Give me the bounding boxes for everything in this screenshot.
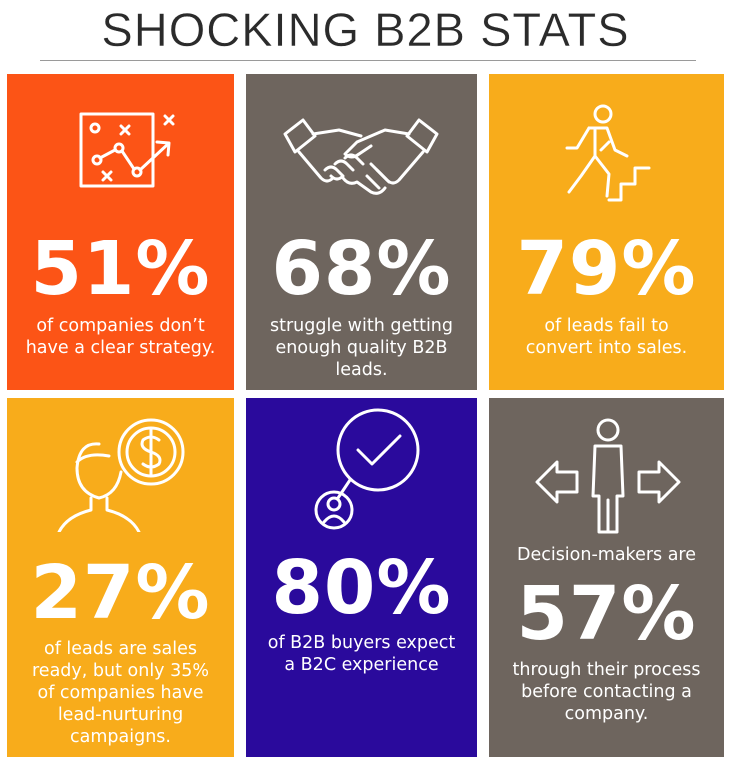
stat-tile-79: 79% of leads fail to convert into sales. (489, 74, 724, 390)
stat-caption: through their process before contacting … (489, 659, 724, 725)
handshake-icon (283, 118, 439, 195)
caption-line: of leads are sales (43, 639, 198, 659)
stat-value: 68% (271, 226, 452, 312)
stat-tile-51: 51% of companies don’t have a clear stra… (7, 74, 234, 390)
caption-line: convert into sales. (525, 338, 688, 358)
caption-line: of leads fail to (544, 316, 669, 336)
person-dollar-icon (57, 418, 185, 532)
stat-tile-68: 68% struggle with getting enough quality… (246, 74, 477, 390)
strategy-chart-icon (79, 112, 175, 188)
title-divider (40, 60, 696, 61)
stat-value: 57% (516, 571, 697, 657)
stat-tile-80: 80% of B2B buyers expect a B2C experienc… (246, 398, 477, 757)
caption-line: of companies don’t (36, 316, 205, 336)
customer-check-icon (314, 408, 420, 530)
caption-line: campaigns. (70, 727, 171, 747)
caption-line: ready, but only 35% (32, 661, 209, 681)
caption-line: struggle with getting (269, 316, 454, 336)
caption-line: lead-nurturing (57, 705, 184, 725)
caption-line: leads. (335, 360, 388, 380)
stat-tile-57: Decision-makers are 57% through their pr… (489, 398, 724, 757)
stat-value: 80% (271, 545, 452, 631)
caption-line: of companies have (37, 683, 204, 703)
stat-value: 27% (30, 550, 211, 636)
caption-line: before contacting a (521, 682, 692, 702)
caption-line: company. (564, 704, 649, 724)
stat-intro: Decision-makers are (516, 545, 697, 565)
climbing-stairs-icon (565, 104, 651, 202)
caption-line: through their process (512, 660, 701, 680)
caption-line: enough quality B2B (275, 338, 448, 358)
stat-caption: struggle with getting enough quality B2B… (246, 315, 477, 381)
caption-line: of B2B buyers expect (267, 633, 456, 653)
decision-arrows-icon (535, 418, 681, 534)
caption-line: a B2C experience (284, 655, 439, 675)
stat-value: 79% (516, 226, 697, 312)
stat-tile-27: 27% of leads are sales ready, but only 3… (7, 398, 234, 757)
stat-caption: of leads are sales ready, but only 35% o… (7, 638, 234, 748)
page-title: SHOCKING B2B STATS (101, 3, 630, 56)
stat-caption: of companies don’t have a clear strategy… (7, 315, 234, 359)
stat-caption: of B2B buyers expect a B2C experience (246, 632, 477, 676)
stat-value: 51% (30, 226, 211, 312)
stat-caption: of leads fail to convert into sales. (489, 315, 724, 359)
caption-line: have a clear strategy. (25, 338, 216, 358)
